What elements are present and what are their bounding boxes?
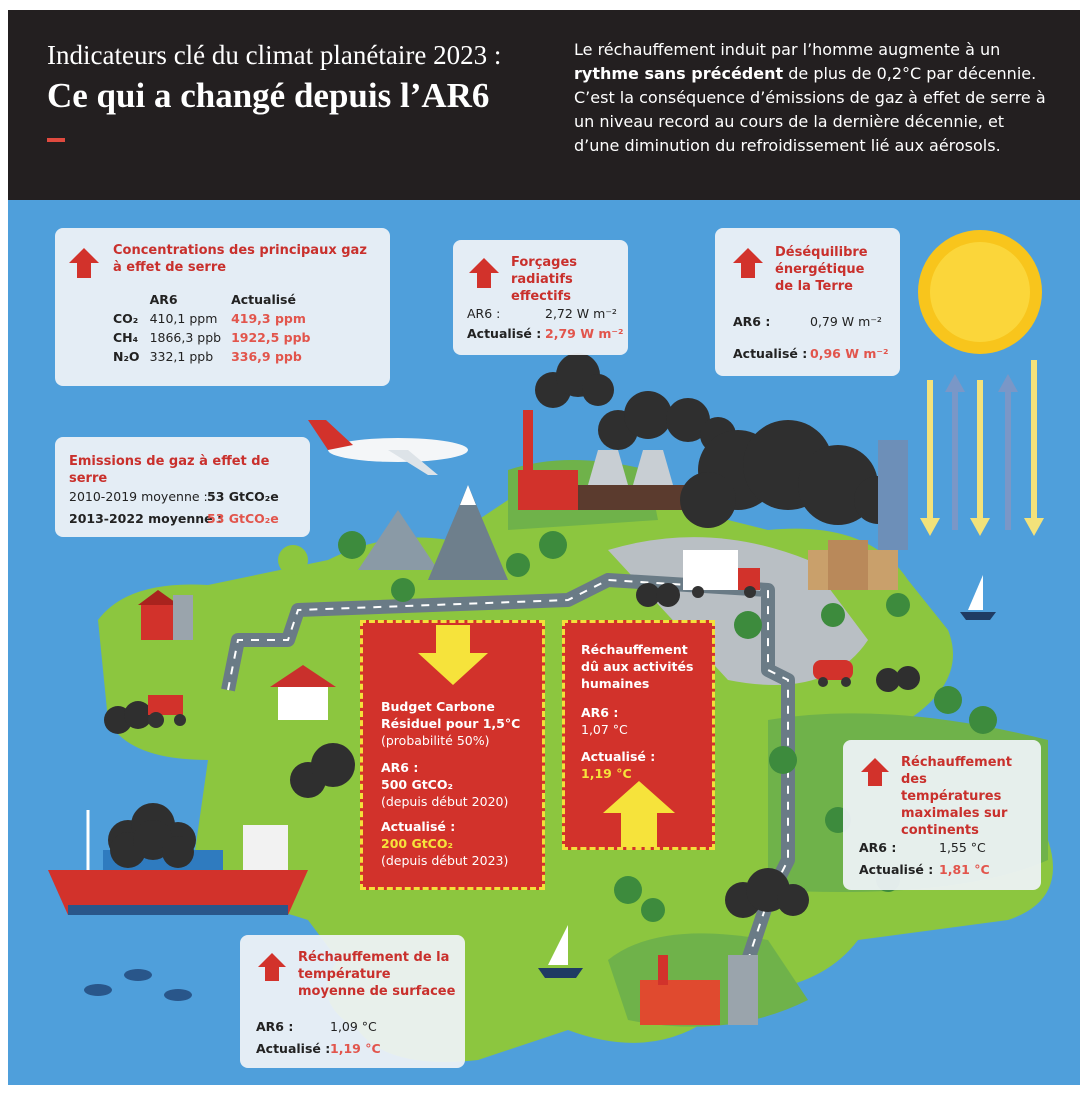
period-label: 2013-2022 moyenne :	[69, 511, 222, 526]
box-title: Réchauffement des températures maximales…	[901, 754, 1031, 839]
box-title: Budget Carbone Résiduel pour 1,5°C	[381, 698, 541, 732]
ar6-value: 1,09 °C	[330, 1019, 377, 1034]
updated-value: 1,81 °C	[939, 862, 990, 877]
ar6-value: 410,1 ppm	[150, 309, 232, 328]
up-arrow-icon	[733, 248, 763, 278]
box-title: Concentrations des principaux gaz à effe…	[113, 242, 373, 276]
sun	[918, 230, 1042, 354]
budget-box: Budget Carbone Résiduel pour 1,5°C (prob…	[360, 620, 545, 890]
ar6-label: AR6 :	[733, 314, 770, 329]
column-header: AR6	[150, 290, 232, 309]
box-title: Déséquilibre énergétique de la Terre	[775, 244, 885, 295]
updated-value: 200 GtCO₂	[381, 835, 541, 852]
up-arrow-icon	[258, 953, 286, 981]
period-label: 2010-2019 moyenne :	[69, 489, 208, 504]
max-temp-box: Réchauffement des températures maximales…	[843, 740, 1041, 890]
updated-value: 419,3 ppm	[231, 309, 320, 328]
updated-label: Actualisé :	[859, 862, 933, 877]
title-line1: Indicateurs clé du climat planétaire 202…	[47, 40, 501, 71]
updated-value: 1,19 °C	[330, 1041, 381, 1056]
column-header: Actualisé	[231, 290, 320, 309]
updated-value: 336,9 ppb	[231, 347, 320, 366]
ar6-value: 500 GtCO₂	[381, 776, 541, 793]
budget-note: (probabilité 50%)	[381, 732, 541, 749]
ar6-label: AR6 :	[859, 840, 896, 855]
box-title: Réchauffement dû aux activités humaines	[581, 641, 706, 692]
updated-note: (depuis début 2023)	[381, 852, 541, 869]
ar6-value: 2,72 W m⁻²	[545, 306, 617, 321]
updated-label: Actualisé :	[256, 1041, 330, 1056]
updated-label: Actualisé :	[733, 346, 807, 361]
up-arrow-icon	[603, 781, 675, 847]
emissions-value: 53 GtCO₂e	[207, 489, 279, 504]
updated-value: 1,19 °C	[581, 765, 706, 782]
emissions-box: Emissions de gaz à effet de serre 2010-2…	[55, 437, 310, 537]
description-bold: rythme sans précédent	[574, 64, 783, 83]
ar6-label: AR6 :	[581, 704, 706, 721]
updated-value: 0,96 W m⁻²	[810, 346, 888, 361]
page: { "header": { "title_line1": "Indicateur…	[0, 0, 1088, 1095]
updated-label: Actualisé :	[381, 818, 541, 835]
up-arrow-icon	[469, 258, 499, 288]
ar6-label: AR6 :	[256, 1019, 293, 1034]
ar6-note: (depuis début 2020)	[381, 793, 541, 810]
concentrations-box: Concentrations des principaux gaz à effe…	[55, 228, 390, 386]
up-arrow-icon	[861, 758, 889, 786]
box-title: Réchauffement de la température moyenne …	[298, 949, 458, 1000]
title-line2: Ce qui a changé depuis l’AR6	[47, 76, 489, 116]
updated-value: 1922,5 ppb	[231, 328, 320, 347]
human-warming-box: Réchauffement dû aux activités humaines …	[562, 620, 715, 850]
ar6-value: 1,55 °C	[939, 840, 986, 855]
gas: CO₂	[113, 309, 150, 328]
description: Le réchauffement induit par l’homme augm…	[574, 38, 1054, 158]
box-title: Forçages radiatifs effectifs	[511, 254, 621, 305]
ar6-label: AR6 :	[467, 306, 500, 321]
ar6-value: 0,79 W m⁻²	[810, 314, 882, 329]
ar6-value: 1,07 °C	[581, 721, 706, 738]
ar6-value: 1866,3 ppb	[150, 328, 232, 347]
emissions-value: 53 GtCO₂e	[207, 511, 279, 526]
ar6-value: 332,1 ppb	[150, 347, 232, 366]
desequilibre-box: Déséquilibre énergétique de la Terre AR6…	[715, 228, 900, 376]
down-arrow-icon	[418, 625, 488, 685]
ar6-label: AR6 :	[381, 759, 541, 776]
gas: CH₄	[113, 328, 150, 347]
box-title: Emissions de gaz à effet de serre	[69, 453, 310, 487]
description-text: Le réchauffement induit par l’homme augm…	[574, 40, 1000, 59]
title-dash	[47, 138, 65, 142]
updated-label: Actualisé :	[467, 326, 541, 341]
updated-value: 2,79 W m⁻²	[545, 326, 623, 341]
surface-temp-box: Réchauffement de la température moyenne …	[240, 935, 465, 1068]
up-arrow-icon	[69, 248, 99, 278]
forcages-box: Forçages radiatifs effectifs AR6 : 2,72 …	[453, 240, 628, 355]
gas: N₂O	[113, 347, 150, 366]
updated-label: Actualisé :	[581, 748, 706, 765]
